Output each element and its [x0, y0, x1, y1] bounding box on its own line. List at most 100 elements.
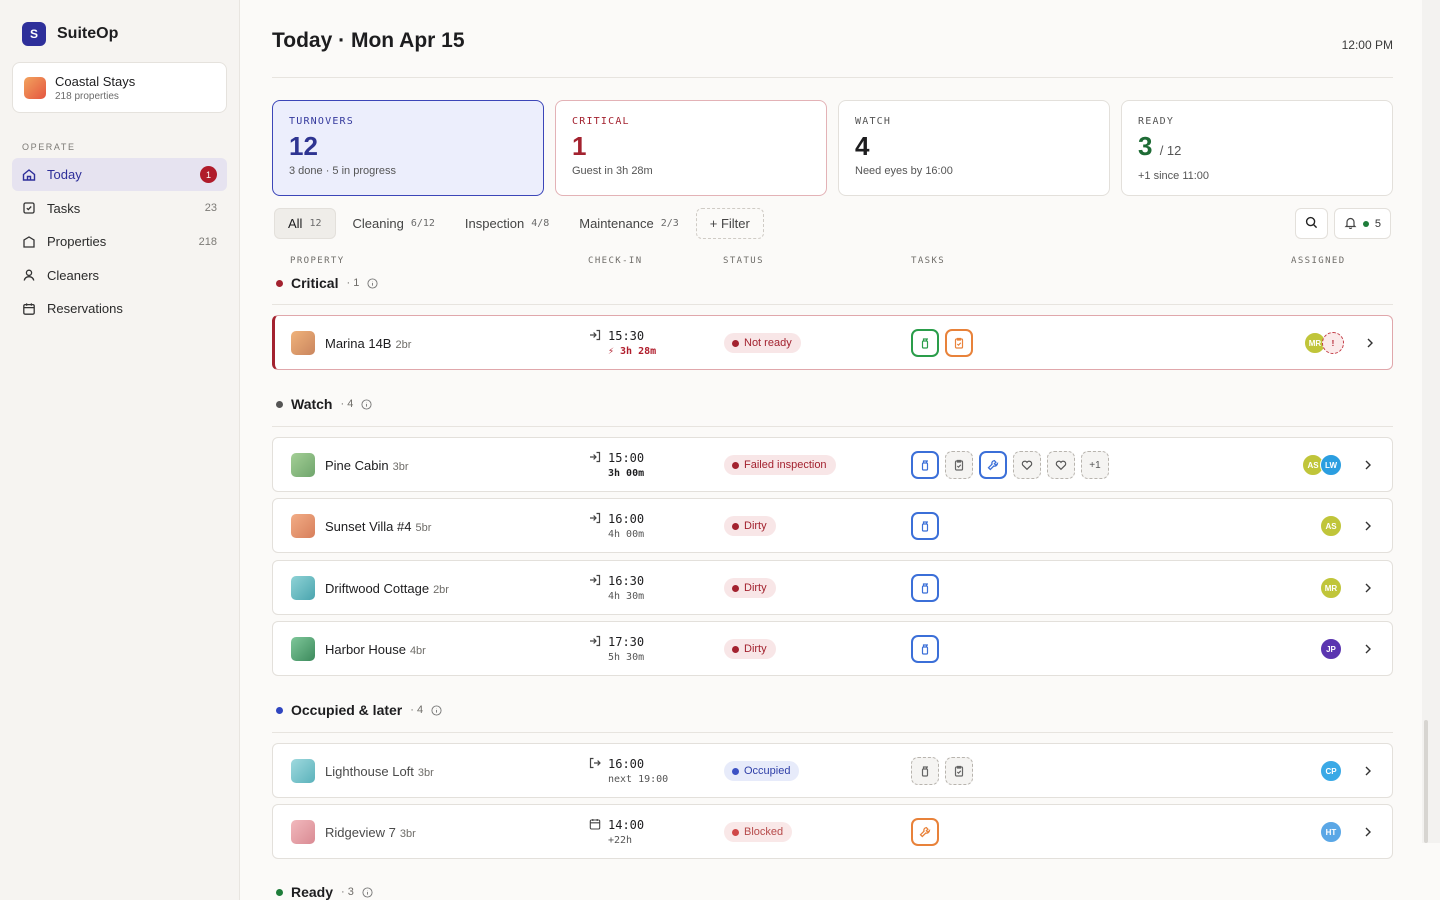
sidebar: S SuiteOp Coastal Stays 218 properties O… [0, 0, 240, 900]
group-header-critical[interactable]: Critical · 1 [276, 275, 378, 291]
table-row[interactable]: Lighthouse Loft 3br 16:00 next 19:00 Occu… [272, 743, 1393, 798]
table-row[interactable]: Sunset Villa #4 5br 16:00 4h 00m Dirty AS [272, 498, 1393, 553]
sidebar-item-cleaners[interactable]: Cleaners [12, 259, 227, 292]
chevron-right-icon[interactable] [1363, 520, 1373, 532]
status-dot [732, 522, 739, 530]
clipboard-check-icon [954, 337, 964, 349]
chevron-right-icon[interactable] [1363, 582, 1373, 594]
group-header-occupied[interactable]: Occupied & later · 4 [276, 702, 442, 718]
brand[interactable]: S SuiteOp [22, 22, 118, 46]
sidebar-item-today[interactable]: Today 1 [12, 158, 227, 191]
toolbar: 5 [1294, 208, 1391, 239]
filter-tab-inspection[interactable]: Inspection 4/8 [452, 208, 562, 239]
property-thumbnail [291, 820, 315, 844]
card-watch[interactable]: WATCH 4 Need eyes by 16:00 [838, 100, 1110, 196]
property-name-text: Ridgeview 7 [325, 825, 396, 840]
avatar[interactable]: AS [1320, 515, 1342, 537]
checkin-time: 14:00 [608, 818, 645, 832]
heart-icon [1021, 460, 1033, 471]
scrollbar-track[interactable] [1422, 0, 1440, 843]
cleaning-task[interactable] [911, 757, 939, 785]
search-button[interactable] [1294, 208, 1328, 239]
filter-tab-maintenance[interactable]: Maintenance 2/3 [566, 208, 692, 239]
guest-care-task[interactable] [1013, 451, 1041, 479]
checkin-countdown: 4h 30m [608, 591, 645, 602]
status-dot [732, 461, 739, 469]
scrollbar-thumb[interactable] [1424, 720, 1428, 843]
property-thumbnail [291, 637, 315, 661]
task-list [911, 574, 939, 602]
card-sub: +1 since 11:00 [1138, 170, 1210, 182]
sidebar-item-label: Reservations [47, 301, 123, 316]
org-avatar [24, 76, 46, 99]
table-row[interactable]: Harbor House 4br 17:30 5h 30m Dirty JP [272, 621, 1393, 676]
sidebar-item-label: Tasks [47, 200, 81, 216]
chevron-right-icon[interactable] [1363, 459, 1373, 471]
sidebar-item-tasks[interactable]: Tasks 23 [12, 192, 227, 225]
filter-label: Maintenance [579, 216, 654, 231]
card-ready[interactable]: READY 3 / 12 +1 since 11:00 [1121, 100, 1393, 196]
table-row[interactable]: Driftwood Cottage 2br 16:30 4h 30m Dirty … [272, 560, 1393, 615]
avatar[interactable]: HT [1320, 821, 1342, 843]
group-count: · 3 [341, 886, 354, 898]
cleaning-task[interactable] [911, 574, 939, 602]
cleaning-task[interactable] [911, 329, 939, 357]
property-beds: 4br [409, 645, 426, 657]
summary-cards: TURNOVERS 12 3 done · 5 in progress CRIT… [272, 100, 1393, 196]
inspection-task[interactable] [945, 451, 973, 479]
assignees: HT [1320, 821, 1342, 843]
card-turnovers[interactable]: TURNOVERS 12 3 done · 5 in progress [272, 100, 544, 196]
notifications-button[interactable]: 5 [1333, 208, 1391, 239]
sidebar-item-reservations[interactable]: Reservations [12, 292, 227, 325]
clipboard-check-icon [954, 765, 964, 777]
card-critical[interactable]: CRITICAL 1 Guest in 3h 28m [555, 100, 827, 196]
avatar[interactable]: MR [1320, 577, 1342, 599]
column-header-property: PROPERTY [290, 256, 345, 266]
property-name: Driftwood Cottage 2br [325, 581, 449, 596]
card-label: TURNOVERS [289, 116, 354, 127]
avatar[interactable]: CP [1320, 760, 1342, 782]
card-sub: 3 done · 5 in progress [289, 165, 397, 177]
more-tasks-button[interactable]: +1 [1081, 451, 1109, 479]
filter-tab-all[interactable]: All 12 [274, 208, 336, 239]
filter-tab-cleaning[interactable]: Cleaning 6/12 [340, 208, 448, 239]
checkin-countdown: +22h [608, 835, 633, 846]
property-name: Marina 14B 2br [325, 336, 411, 351]
cleaning-task[interactable] [911, 451, 939, 479]
table-row[interactable]: Pine Cabin 3br 15:00 3h 00m Failed inspec… [272, 437, 1393, 492]
card-label: READY [1138, 116, 1175, 127]
table-row[interactable]: Marina 14B 2br 15:30 ⚡ 3h 28m Not ready M… [272, 315, 1393, 370]
checkin-countdown: ⚡ 3h 28m [608, 346, 657, 357]
org-switcher[interactable]: Coastal Stays 218 properties [12, 62, 227, 113]
group-header-ready[interactable]: Ready · 3 [276, 884, 373, 900]
status-label: Not ready [744, 337, 792, 349]
inspection-task[interactable] [945, 329, 973, 357]
chevron-right-icon[interactable] [1363, 765, 1373, 777]
avatar[interactable]: JP [1320, 638, 1342, 660]
main-content: Today · Mon Apr 15 12:00 PM TURNOVERS 12… [240, 0, 1422, 900]
property-thumbnail [291, 576, 315, 600]
group-dot [276, 400, 283, 408]
inspection-task[interactable] [945, 757, 973, 785]
card-sub: Guest in 3h 28m [572, 165, 653, 177]
avatar[interactable]: LW [1320, 454, 1342, 476]
sidebar-item-properties[interactable]: Properties 218 [12, 225, 227, 258]
maintenance-task[interactable] [911, 818, 939, 846]
table-row[interactable]: Ridgeview 7 3br 14:00 +22h Blocked HT [272, 804, 1393, 859]
task-list [911, 818, 939, 846]
card-value: 12 [289, 131, 527, 161]
clock: 12:00 PM [1341, 38, 1393, 52]
add-filter-button[interactable]: + Filter [695, 208, 764, 239]
chevron-right-icon[interactable] [1363, 826, 1373, 838]
guest-care-task[interactable] [1047, 451, 1075, 479]
chevron-right-icon[interactable] [1363, 643, 1373, 655]
cleaning-task[interactable] [911, 512, 939, 540]
unassigned-alert-avatar[interactable]: ! [1322, 332, 1344, 354]
status-dot [732, 828, 739, 836]
chevron-right-icon[interactable] [1365, 337, 1375, 349]
group-header-watch[interactable]: Watch · 4 [276, 396, 372, 412]
info-icon [361, 398, 372, 410]
maintenance-task[interactable] [979, 451, 1007, 479]
notification-count: 5 [1374, 217, 1381, 230]
cleaning-task[interactable] [911, 635, 939, 663]
